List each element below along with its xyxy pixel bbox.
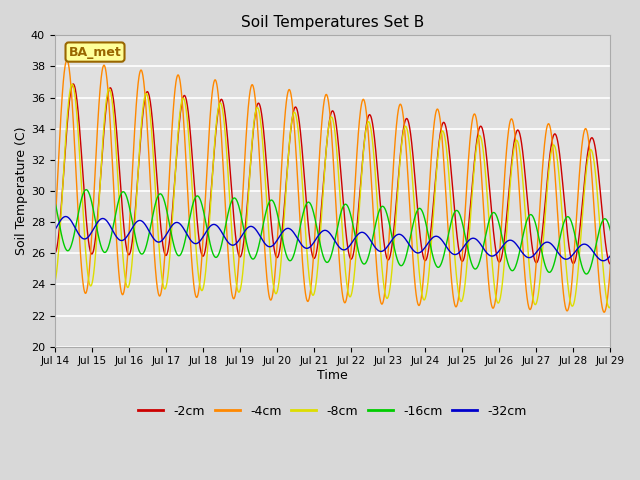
-8cm — [68, 82, 76, 87]
-32cm — [600, 258, 607, 264]
-4cm — [307, 288, 314, 293]
-4cm — [607, 263, 614, 268]
-32cm — [79, 236, 87, 241]
-2cm — [321, 158, 329, 164]
-16cm — [582, 271, 590, 277]
Title: Soil Temperatures Set B: Soil Temperatures Set B — [241, 15, 424, 30]
-2cm — [51, 251, 59, 256]
-16cm — [51, 198, 59, 204]
-2cm — [591, 142, 598, 147]
-16cm — [591, 247, 598, 253]
-32cm — [591, 251, 598, 256]
-4cm — [591, 214, 598, 219]
-8cm — [605, 305, 613, 311]
Y-axis label: Soil Temperature (C): Soil Temperature (C) — [15, 127, 28, 255]
-2cm — [79, 179, 87, 184]
Text: BA_met: BA_met — [68, 46, 122, 59]
-32cm — [321, 228, 329, 233]
Line: -32cm: -32cm — [55, 216, 611, 261]
-8cm — [489, 265, 497, 271]
-8cm — [51, 280, 59, 286]
-4cm — [63, 58, 71, 63]
-4cm — [489, 305, 497, 311]
Line: -16cm: -16cm — [55, 190, 611, 274]
-4cm — [79, 283, 87, 289]
Legend: -2cm, -4cm, -8cm, -16cm, -32cm: -2cm, -4cm, -8cm, -16cm, -32cm — [133, 400, 532, 423]
-32cm — [61, 214, 69, 219]
-16cm — [591, 248, 598, 254]
Line: -8cm: -8cm — [55, 84, 611, 308]
-32cm — [489, 253, 497, 259]
-8cm — [591, 163, 598, 168]
-16cm — [307, 201, 314, 207]
-8cm — [79, 216, 87, 221]
-2cm — [307, 242, 314, 248]
-32cm — [307, 244, 314, 250]
-8cm — [591, 161, 598, 167]
-8cm — [321, 159, 329, 165]
-16cm — [321, 258, 329, 264]
-16cm — [83, 187, 90, 192]
-16cm — [79, 191, 87, 197]
-16cm — [607, 228, 614, 233]
-4cm — [321, 93, 329, 99]
-2cm — [607, 261, 614, 267]
-2cm — [69, 81, 77, 87]
-32cm — [51, 228, 59, 233]
-4cm — [51, 229, 59, 235]
-32cm — [607, 253, 614, 259]
-4cm — [591, 209, 598, 215]
Line: -2cm: -2cm — [55, 84, 611, 264]
-32cm — [591, 251, 598, 256]
-16cm — [489, 210, 497, 216]
Line: -4cm: -4cm — [55, 60, 611, 312]
X-axis label: Time: Time — [317, 369, 348, 382]
-2cm — [591, 140, 598, 146]
-2cm — [489, 220, 497, 226]
-4cm — [600, 309, 608, 315]
-8cm — [607, 303, 614, 309]
-8cm — [307, 285, 314, 290]
